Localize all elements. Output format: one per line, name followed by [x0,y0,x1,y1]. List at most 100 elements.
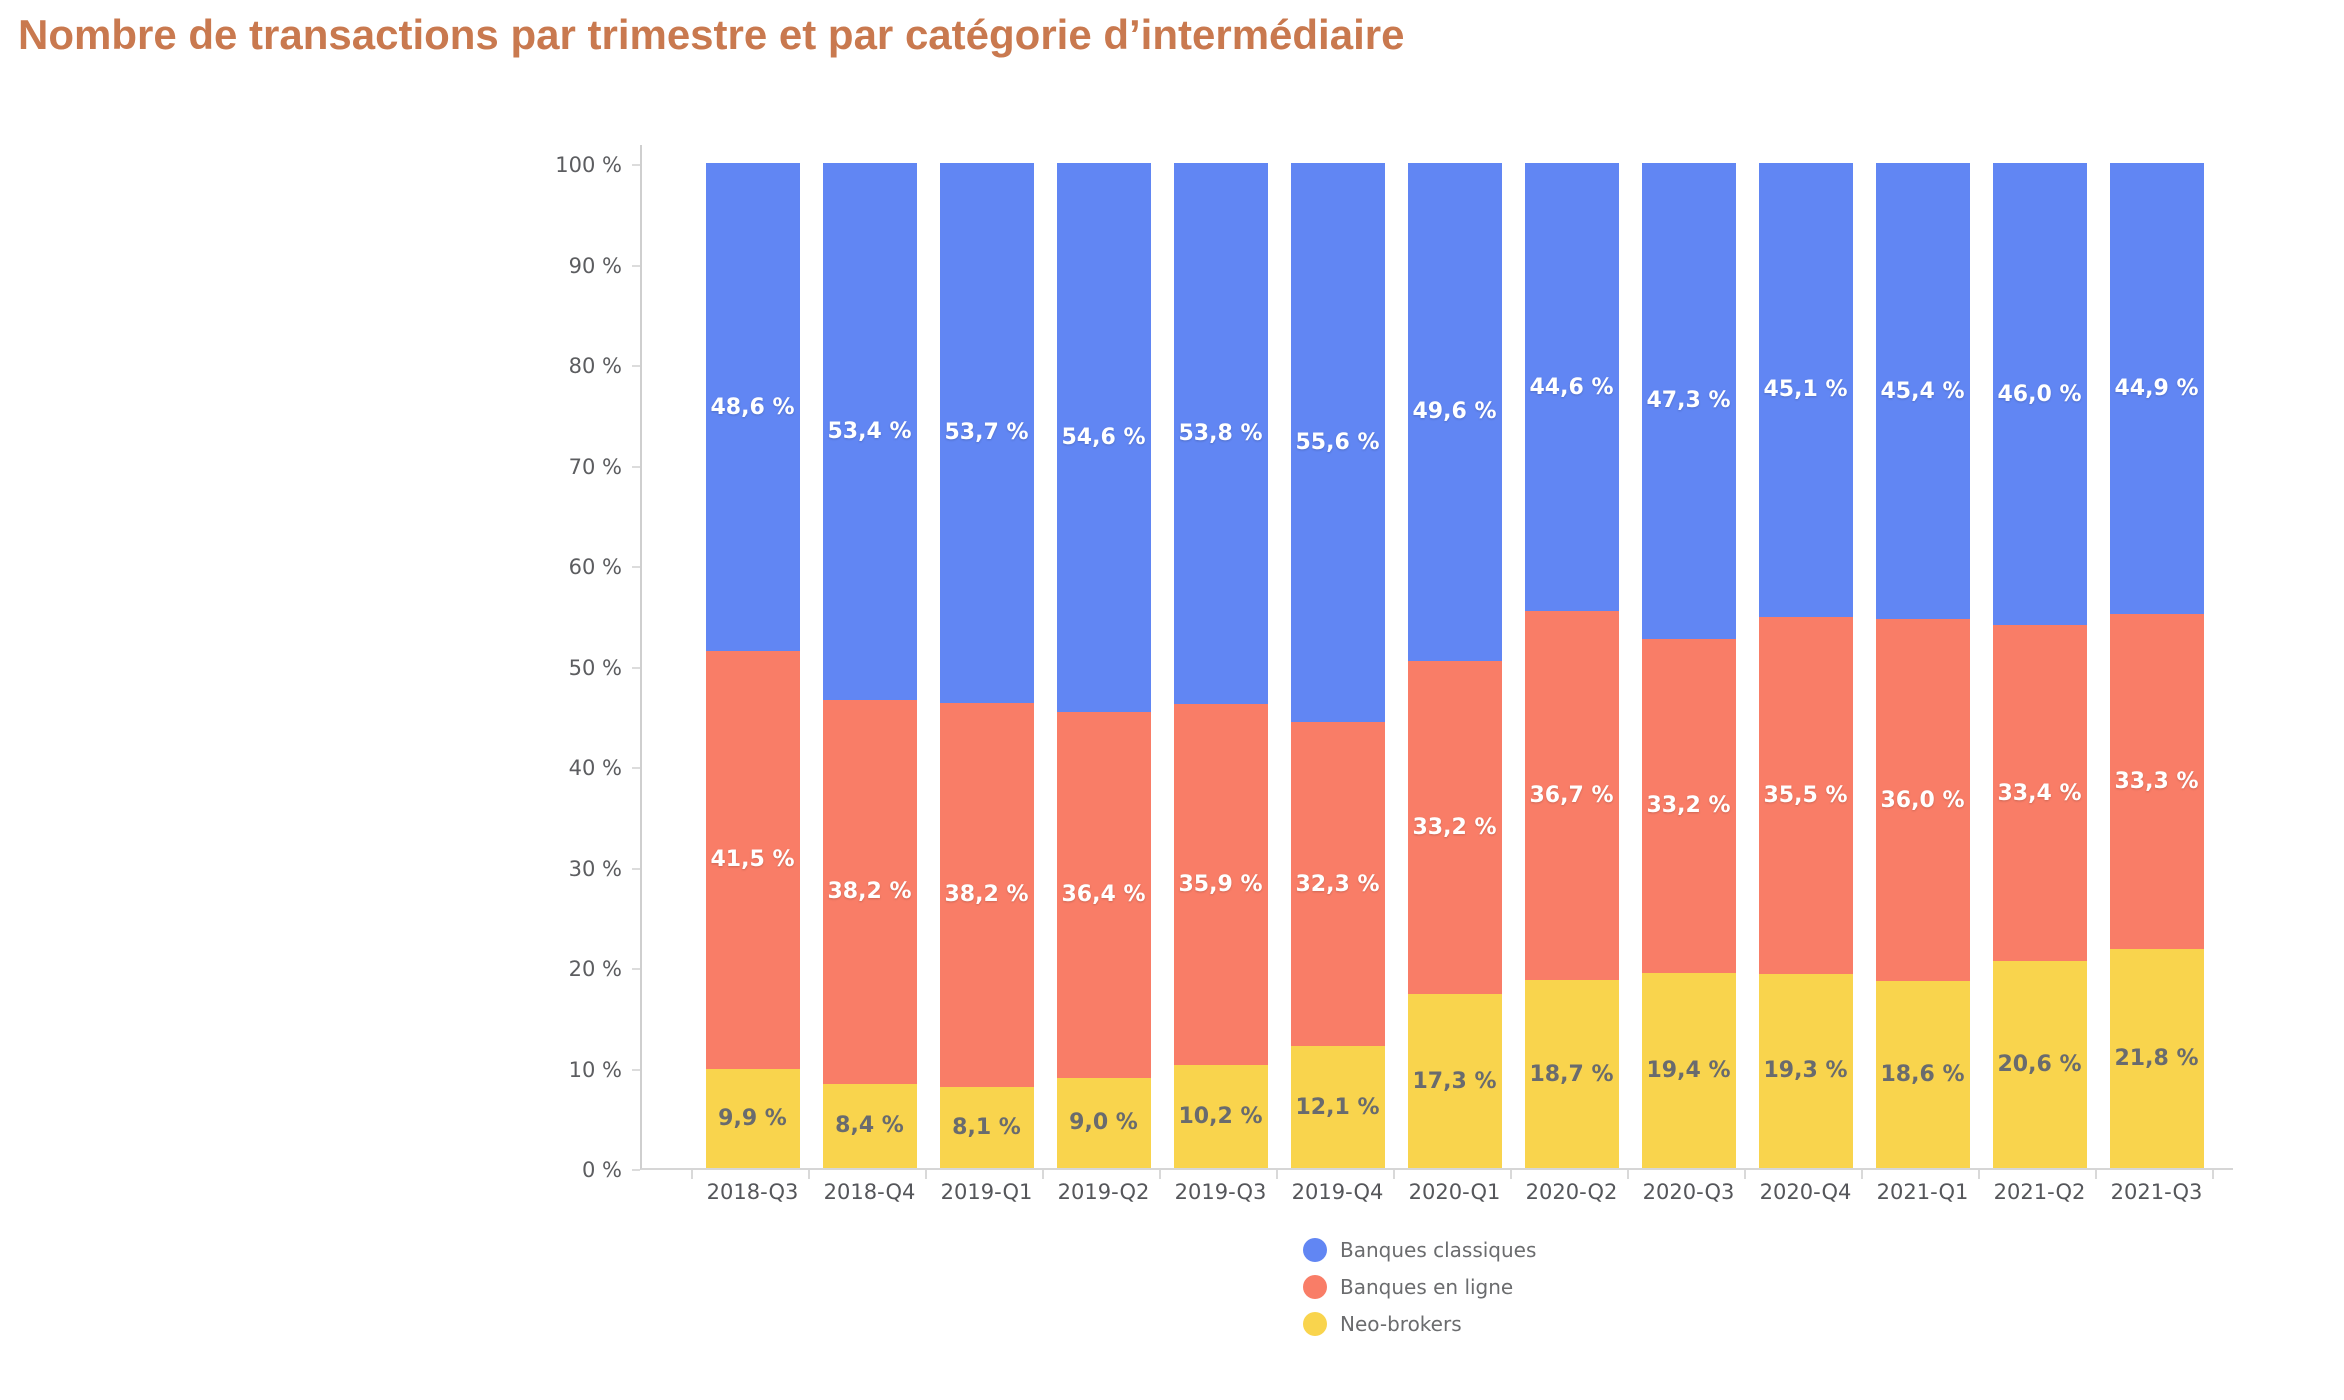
segment-value-label: 47,3 % [1646,388,1731,414]
segment-value-label: 45,4 % [1880,378,1965,404]
bar-column-2020-q2: 44,6 % 36,7 % 18,7 % 2020-Q2 [1513,163,1630,1204]
stacked-bar: 53,7 % 38,2 % 8,1 % [939,163,1034,1168]
segment-neo-brokers[interactable]: 9,9 % [705,1068,800,1169]
segment-value-label: 53,8 % [1178,421,1263,447]
stacked-bar: 45,4 % 36,0 % 18,6 % [1875,163,1970,1168]
segment-banques-classiques[interactable]: 53,4 % [822,163,917,700]
stacked-bar: 49,6 % 33,2 % 17,3 % [1407,163,1502,1168]
segment-neo-brokers[interactable]: 9,0 % [1056,1077,1151,1168]
stacked-bar: 48,6 % 41,5 % 9,9 % [705,163,800,1169]
segment-banques-en-ligne[interactable]: 41,5 % [705,651,800,1069]
y-axis-tick-label: 80 % [568,354,622,378]
x-axis-label: 2019-Q4 [1291,1180,1384,1204]
stacked-bar: 46,0 % 33,4 % 20,6 % [1992,163,2087,1168]
segment-neo-brokers[interactable]: 18,7 % [1524,980,1619,1168]
x-axis-tick [2212,1170,2214,1179]
segment-value-label: 54,6 % [1061,424,1146,450]
segment-neo-brokers[interactable]: 21,8 % [2109,948,2204,1169]
segment-neo-brokers[interactable]: 10,2 % [1173,1065,1268,1168]
x-axis-label: 2021-Q2 [1993,1180,2086,1204]
y-axis-tick [632,1068,640,1071]
legend: Banques classiques Banques en ligne Neo-br… [1303,1238,1536,1336]
y-axis-tick [632,666,640,669]
bars-row: 48,6 % 41,5 % 9,9 % 2018-Q3 53,4 % 38,2 % 8,4 … [694,163,2215,1204]
x-axis-tick [1978,1170,1980,1179]
stacked-bar: 54,6 % 36,4 % 9,0 % [1056,163,1151,1168]
legend-color-swatch-icon [1303,1238,1327,1262]
segment-neo-brokers[interactable]: 20,6 % [1992,960,2087,1168]
segment-banques-classiques[interactable]: 53,7 % [939,163,1034,703]
segment-value-label: 20,6 % [1997,1051,2082,1077]
stacked-bar: 55,6 % 32,3 % 12,1 % [1290,163,1385,1168]
segment-value-label: 33,3 % [2114,769,2199,795]
segment-value-label: 10,2 % [1178,1104,1263,1130]
segment-banques-classiques[interactable]: 48,6 % [705,163,800,652]
segment-banques-en-ligne[interactable]: 36,0 % [1875,619,1970,982]
y-axis-tick [632,566,640,568]
segment-neo-brokers[interactable]: 17,3 % [1407,994,1502,1168]
plot-area: 48,6 % 41,5 % 9,9 % 2018-Q3 53,4 % 38,2 % 8,4 … [640,145,2233,1204]
segment-banques-en-ligne[interactable]: 36,4 % [1056,711,1151,1078]
x-axis-tick [1276,1170,1278,1179]
segment-value-label: 12,1 % [1295,1094,1380,1120]
segment-value-label: 9,0 % [1069,1110,1138,1136]
bar-column-2020-q3: 47,3 % 33,2 % 19,4 % 2020-Q3 [1630,163,1747,1204]
segment-neo-brokers[interactable]: 8,4 % [822,1083,917,1168]
segment-value-label: 49,6 % [1412,399,1497,425]
y-axis-tick-label: 50 % [568,655,622,680]
segment-banques-classiques[interactable]: 44,9 % [2109,163,2204,615]
segment-neo-brokers[interactable]: 8,1 % [939,1086,1034,1168]
y-axis-tick-label: 100 % [555,153,622,177]
x-axis-tick [808,1170,810,1179]
stacked-bar: 53,4 % 38,2 % 8,4 % [822,163,917,1168]
segment-banques-en-ligne[interactable]: 35,5 % [1758,616,1853,974]
legend-label: Neo-brokers [1340,1312,1462,1336]
page-title: Nombre de transactions par trimestre et … [18,11,1405,58]
x-axis-tick [691,1170,693,1179]
segment-value-label: 18,6 % [1880,1062,1965,1088]
segment-neo-brokers[interactable]: 19,3 % [1758,973,1853,1168]
segment-value-label: 8,4 % [835,1113,904,1139]
segment-banques-classiques[interactable]: 53,8 % [1173,163,1268,705]
segment-banques-en-ligne[interactable]: 32,3 % [1290,721,1385,1047]
y-axis-tick [632,867,640,870]
x-axis-label: 2019-Q2 [1057,1180,1150,1204]
x-axis-label: 2021-Q1 [1876,1180,1969,1204]
segment-neo-brokers[interactable]: 12,1 % [1290,1046,1385,1168]
segment-banques-en-ligne[interactable]: 38,2 % [822,699,917,1084]
segment-value-label: 21,8 % [2114,1045,2199,1071]
y-axis-tick [632,164,640,166]
bar-column-2021-q3: 44,9 % 33,3 % 21,8 % 2021-Q3 [2098,163,2215,1204]
y-axis-tick-label: 10 % [568,1057,622,1082]
segment-value-label: 36,4 % [1061,882,1146,908]
segment-value-label: 33,2 % [1412,815,1497,841]
segment-banques-classiques[interactable]: 45,1 % [1758,163,1853,617]
segment-value-label: 41,5 % [710,847,795,873]
legend-item-banques-en-ligne: Banques en ligne [1303,1275,1536,1299]
segment-banques-classiques[interactable]: 44,6 % [1524,163,1619,612]
segment-banques-en-ligne[interactable]: 38,2 % [939,702,1034,1087]
x-axis-tick [1393,1170,1395,1179]
bar-column-2018-q3: 48,6 % 41,5 % 9,9 % 2018-Q3 [694,163,811,1204]
segment-value-label: 53,7 % [944,420,1029,446]
segment-banques-classiques[interactable]: 49,6 % [1407,163,1502,661]
bar-column-2021-q2: 46,0 % 33,4 % 20,6 % 2021-Q2 [1981,163,2098,1204]
segment-banques-classiques[interactable]: 54,6 % [1056,163,1151,712]
segment-banques-en-ligne[interactable]: 33,4 % [1992,625,2087,961]
segment-banques-en-ligne[interactable]: 33,2 % [1641,638,1736,973]
segment-banques-classiques[interactable]: 47,3 % [1641,163,1736,639]
segment-banques-en-ligne[interactable]: 36,7 % [1524,611,1619,981]
segment-banques-classiques[interactable]: 46,0 % [1992,163,2087,626]
segment-banques-en-ligne[interactable]: 33,3 % [2109,614,2204,949]
segment-neo-brokers[interactable]: 18,6 % [1875,981,1970,1168]
segment-banques-en-ligne[interactable]: 33,2 % [1407,660,1502,995]
y-axis-tick-label: 40 % [568,756,622,780]
segment-banques-classiques[interactable]: 45,4 % [1875,163,1970,620]
segment-banques-classiques[interactable]: 55,6 % [1290,163,1385,722]
segment-banques-en-ligne[interactable]: 35,9 % [1173,704,1268,1066]
x-axis-tick [1744,1170,1746,1179]
y-axis-tick-label: 0 % [582,1158,622,1182]
segment-neo-brokers[interactable]: 19,4 % [1641,972,1736,1169]
segment-value-label: 46,0 % [1997,381,2082,407]
bar-column-2020-q4: 45,1 % 35,5 % 19,3 % 2020-Q4 [1747,163,1864,1204]
